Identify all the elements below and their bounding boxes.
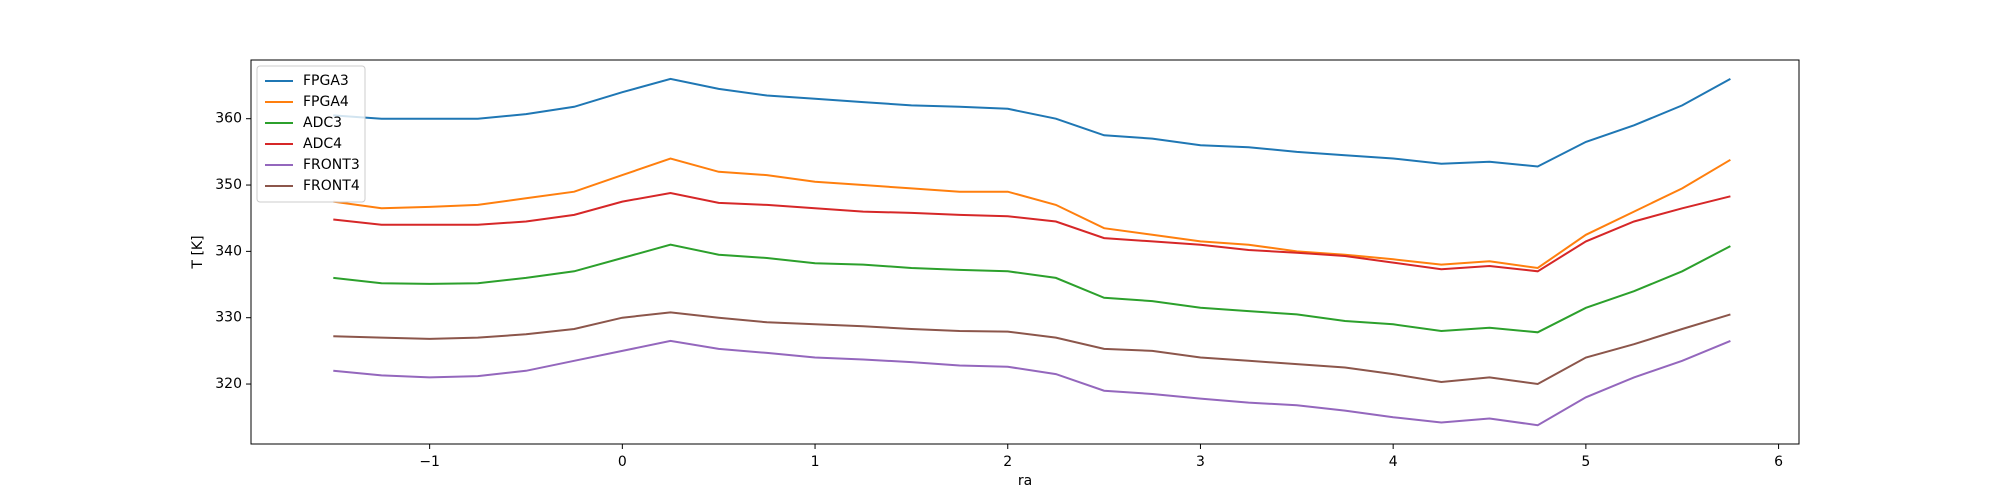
x-tick-label: −1 [419,454,440,470]
x-tick-label: 0 [618,454,627,470]
y-axis-label: T [K] [190,235,206,269]
x-tick-label: 3 [1196,454,1205,470]
legend-label: ADC3 [303,115,342,131]
series-line [333,339,1731,427]
x-tick-label: 6 [1774,454,1783,470]
legend-label: FPGA4 [303,94,349,110]
legend-label: FRONT4 [303,178,360,194]
y-tick-label: 350 [215,177,242,193]
legend-label: ADC4 [303,136,342,152]
series-line [333,77,1731,168]
x-tick-label: 2 [1003,454,1012,470]
y-tick-label: 320 [215,376,242,392]
x-tick-label: 4 [1389,454,1398,470]
x-tick-label: 1 [811,454,820,470]
legend-box [256,65,366,203]
series-line [333,191,1731,273]
y-tick-label: 360 [215,111,242,127]
series-line [333,311,1731,386]
legend-label: FPGA3 [303,73,349,89]
y-tick-label: 340 [215,243,242,259]
series-line [333,157,1731,270]
plot-frame [250,59,1800,445]
series-line [333,243,1731,334]
x-tick-label: 5 [1581,454,1590,470]
legend-label: FRONT3 [303,157,360,173]
y-tick-label: 330 [215,310,242,326]
x-axis-label: ra [1018,473,1032,489]
